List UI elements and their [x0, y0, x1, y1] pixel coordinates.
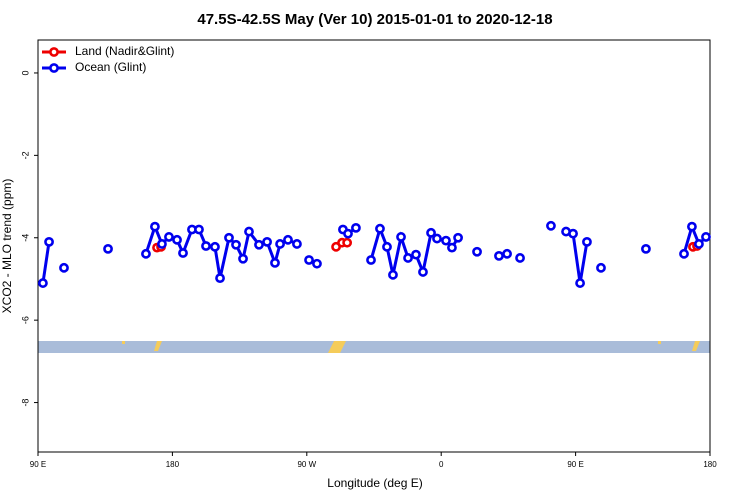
data-point	[215, 273, 225, 284]
data-point	[312, 258, 322, 269]
data-point	[210, 241, 220, 252]
data-point	[283, 234, 293, 245]
x-tick-label: 180	[166, 460, 180, 469]
legend-marker	[49, 47, 59, 57]
data-point	[388, 269, 398, 280]
x-tick-label: 90 W	[297, 460, 316, 469]
data-point	[701, 232, 711, 242]
data-point	[418, 267, 428, 277]
data-point	[351, 222, 361, 233]
x-tick-label: 180	[703, 460, 717, 469]
data-point	[411, 249, 421, 260]
series-line	[682, 222, 708, 255]
legend-label: Land (Nadir&Glint)	[75, 44, 174, 58]
data-point	[141, 248, 151, 259]
data-point	[231, 239, 241, 250]
legend-label: Ocean (Glint)	[75, 60, 146, 74]
data-point	[342, 237, 353, 248]
y-tick-label: -4	[20, 234, 30, 242]
data-point	[150, 221, 160, 232]
data-point	[453, 232, 463, 243]
data-point	[641, 243, 651, 254]
plot-frame	[37, 39, 711, 453]
data-point	[59, 262, 69, 273]
data-point	[403, 253, 413, 263]
x-axis-label: Longitude (deg E)	[327, 476, 422, 490]
data-point	[515, 253, 525, 263]
data-point	[224, 232, 234, 243]
data-point	[441, 235, 451, 246]
data-point	[304, 255, 314, 265]
y-tick-label: -8	[20, 399, 30, 407]
series-line	[41, 241, 51, 284]
data-point	[103, 243, 113, 254]
surface-strip	[38, 341, 710, 353]
legend-marker	[49, 63, 59, 73]
x-tick-label: 90 E	[30, 460, 46, 469]
y-tick-label: -6	[20, 316, 30, 324]
data-point	[164, 232, 174, 242]
data-point	[502, 248, 512, 259]
data-point	[172, 234, 182, 245]
data-point	[38, 278, 48, 288]
chart-title: 47.5S-42.5S May (Ver 10) 2015-01-01 to 2…	[197, 11, 552, 28]
data-point	[343, 228, 353, 239]
x-tick-label: 90 E	[567, 460, 583, 469]
data-point	[366, 255, 376, 265]
data-point	[238, 253, 248, 264]
data-point	[426, 227, 436, 238]
data-point	[244, 226, 254, 237]
y-tick-label: -2	[20, 151, 30, 159]
data-point	[262, 236, 272, 247]
data-point	[432, 233, 442, 244]
data-point	[396, 232, 406, 242]
data-point	[44, 236, 54, 247]
data-point	[582, 236, 592, 247]
data-point	[275, 239, 285, 249]
data-point	[292, 239, 302, 249]
data-point	[694, 239, 704, 249]
data-point	[596, 262, 606, 273]
x-tick-label: 0	[439, 460, 444, 469]
data-point	[575, 278, 585, 288]
data-point	[679, 248, 689, 259]
data-point	[472, 246, 482, 257]
land-markers	[122, 341, 700, 353]
data-point	[494, 250, 504, 261]
data-point	[546, 220, 556, 231]
data-point	[568, 228, 578, 239]
y-tick-label: 0	[20, 70, 30, 75]
data-point	[178, 248, 188, 258]
data-point	[157, 239, 167, 249]
y-axis-label: XCO2 - MLO trend (ppm)	[0, 179, 14, 314]
data-point	[375, 223, 385, 234]
data-point	[447, 242, 457, 253]
data-point	[270, 257, 280, 268]
data-point	[382, 241, 392, 252]
data-point	[687, 221, 697, 232]
data-point	[194, 224, 204, 235]
data-point	[254, 239, 264, 250]
data-point	[201, 241, 211, 251]
